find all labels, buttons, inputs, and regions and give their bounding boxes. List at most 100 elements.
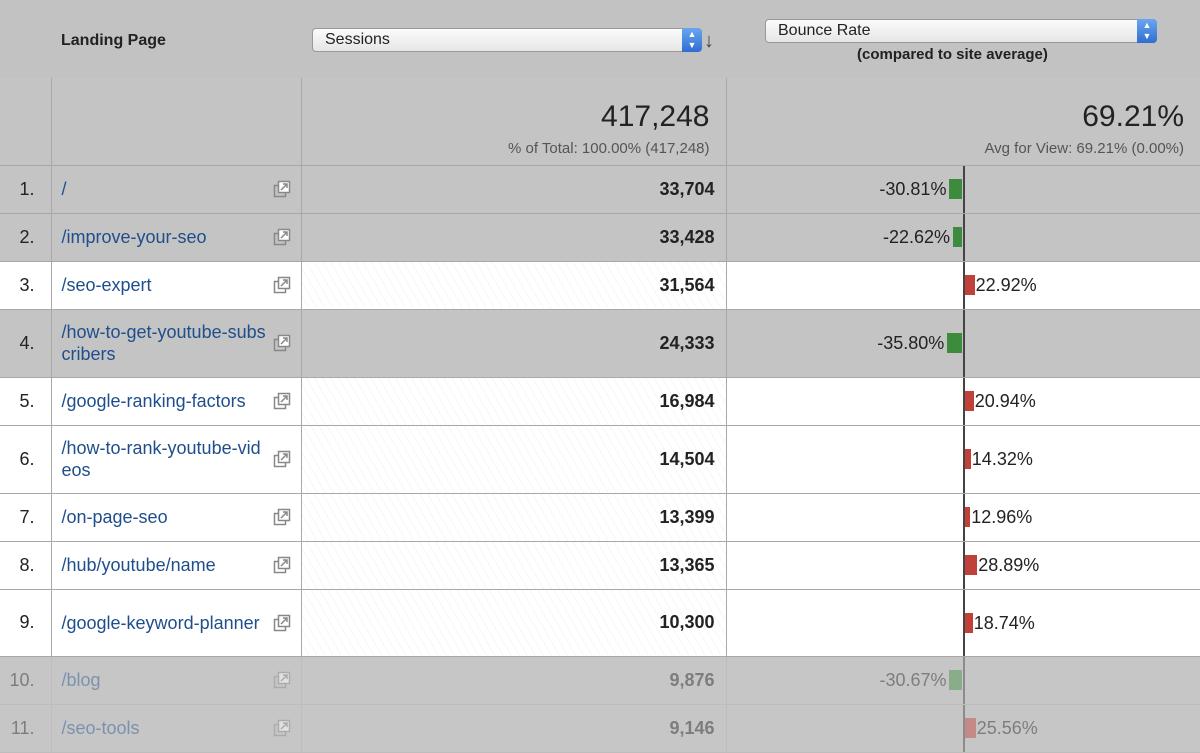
sessions-value: 9,876 [301, 656, 727, 705]
landing-page-link[interactable]: /how-to-get-youtube-subscribers [61, 322, 266, 364]
bounce-rate-delta: 22.92% [975, 275, 1037, 295]
comparison-axis [962, 493, 965, 541]
sessions-metric-select-value: Sessions [325, 31, 390, 48]
open-external-icon[interactable] [273, 392, 291, 410]
row-index: 7. [0, 493, 52, 542]
sessions-value: 24,333 [301, 309, 727, 378]
landing-page-link[interactable]: /seo-expert [61, 275, 152, 295]
comparison-axis [962, 425, 965, 493]
row-index: 8. [0, 541, 52, 590]
row-index: 9. [0, 589, 52, 657]
landing-page-cell: /seo-expert [51, 261, 302, 310]
open-external-icon[interactable] [273, 614, 291, 632]
open-external-icon[interactable] [273, 556, 291, 574]
sessions-metric-select[interactable]: Sessions ▲ ▼ [312, 28, 702, 52]
sessions-value: 33,428 [301, 213, 727, 262]
bounce-rate-bar [964, 507, 971, 527]
row-index: 11. [0, 704, 52, 753]
sessions-value: 33,704 [301, 165, 727, 214]
bounce-rate-cell: 22.92% [726, 261, 1200, 310]
bounce-rate-cell: -30.67% [726, 656, 1200, 705]
comparison-axis [962, 589, 965, 656]
landing-page-cell: /google-keyword-planner [51, 589, 302, 657]
bounce-rate-delta: -30.81% [879, 179, 947, 199]
bounce-rate-delta: 25.56% [976, 718, 1038, 738]
open-external-icon[interactable] [273, 671, 291, 689]
bounce-rate-bar [964, 275, 975, 295]
landing-page-table: 417,248 % of Total: 100.00% (417,248) 69… [0, 78, 1200, 753]
comparison-axis [962, 165, 965, 213]
bounce-rate-total: 69.21% [1082, 99, 1184, 133]
landing-page-link[interactable]: /improve-your-seo [61, 227, 207, 247]
landing-page-link[interactable]: / [61, 179, 67, 199]
comparison-axis [962, 541, 965, 589]
comparison-axis [962, 377, 965, 425]
sessions-value: 10,300 [301, 589, 727, 657]
landing-page-link[interactable]: /hub/youtube/name [61, 555, 216, 575]
open-external-icon[interactable] [273, 719, 291, 737]
bounce-rate-cell: 28.89% [726, 541, 1200, 590]
totals-index-cell [0, 78, 52, 166]
table-row: 10. /blog 9,876 -30.67% [0, 656, 1200, 705]
landing-page-cell: /google-ranking-factors [51, 377, 302, 426]
landing-page-link[interactable]: /google-ranking-factors [61, 391, 246, 411]
landing-page-link[interactable]: /google-keyword-planner [61, 612, 260, 633]
open-external-icon[interactable] [273, 228, 291, 246]
row-index: 4. [0, 309, 52, 378]
table-row: 1. / 33,704 -30.81% [0, 165, 1200, 214]
landing-page-cell: /how-to-rank-youtube-videos [51, 425, 302, 494]
bounce-rate-bar [964, 449, 971, 469]
bounce-rate-cell: 14.32% [726, 425, 1200, 494]
sessions-value: 13,399 [301, 493, 727, 542]
bounce-rate-metric-select-value: Bounce Rate [778, 22, 871, 39]
bounce-rate-delta: 18.74% [973, 612, 1035, 633]
open-external-icon[interactable] [273, 180, 291, 198]
bounce-rate-metric-select[interactable]: Bounce Rate ▲ ▼ [765, 19, 1157, 43]
bounce-rate-bar [964, 612, 973, 633]
table-row: 6./how-to-rank-youtube-videos 14,504 14.32… [0, 425, 1200, 494]
bounce-rate-delta: 28.89% [978, 555, 1040, 575]
row-index: 2. [0, 213, 52, 262]
landing-page-cell: /hub/youtube/name [51, 541, 302, 590]
table-row: 4./how-to-get-youtube-subscribers 24,333 -… [0, 309, 1200, 378]
open-external-icon[interactable] [273, 508, 291, 526]
sessions-value: 31,564 [301, 261, 727, 310]
bounce-rate-bar [952, 227, 963, 247]
sort-descending-icon[interactable]: ↓ [704, 30, 714, 52]
landing-page-cell: /improve-your-seo [51, 213, 302, 262]
bounce-rate-cell: 18.74% [726, 589, 1200, 657]
open-external-icon[interactable] [273, 334, 291, 352]
bounce-rate-delta: 20.94% [974, 391, 1036, 411]
table-row: 2. /improve-your-seo 33,428 -22.62% [0, 213, 1200, 262]
bounce-rate-delta: 14.32% [971, 449, 1033, 469]
bounce-total-cell: 69.21% Avg for View: 69.21% (0.00%) [726, 78, 1200, 166]
bounce-rate-bar [964, 718, 976, 738]
comparison-label: (compared to site average) [857, 46, 1048, 63]
bounce-rate-delta: -35.80% [877, 333, 945, 353]
landing-page-column-header[interactable]: Landing Page [61, 32, 166, 49]
open-external-icon[interactable] [273, 450, 291, 468]
comparison-axis [962, 309, 965, 377]
bounce-rate-bar [946, 333, 963, 353]
bounce-rate-cell: -35.80% [726, 309, 1200, 378]
table-row: 7. /on-page-seo 13,399 12.96% [0, 493, 1200, 542]
comparison-axis [962, 261, 965, 309]
bounce-rate-bar [949, 670, 963, 690]
totals-row: 417,248 % of Total: 100.00% (417,248) 69… [0, 78, 1200, 166]
landing-page-link[interactable]: /how-to-rank-youtube-videos [61, 438, 261, 480]
landing-page-cell: /seo-tools [51, 704, 302, 753]
landing-page-cell: /on-page-seo [51, 493, 302, 542]
landing-page-link[interactable]: /blog [61, 670, 101, 690]
table-row: 3. /seo-expert 31,564 22.92% [0, 261, 1200, 310]
comparison-axis [962, 656, 965, 704]
table-header-bar: Landing Page Sessions ▲ ▼ ↓ Bounce Rate ▲… [0, 0, 1200, 78]
landing-page-cell: /how-to-get-youtube-subscribers [51, 309, 302, 378]
row-index: 10. [0, 656, 52, 705]
landing-page-link[interactable]: /on-page-seo [61, 507, 168, 527]
bounce-rate-cell: -22.62% [726, 213, 1200, 262]
bounce-rate-avg-sub: Avg for View: 69.21% (0.00%) [984, 139, 1184, 157]
landing-page-cell: /blog [51, 656, 302, 705]
bounce-rate-bar [964, 555, 978, 575]
open-external-icon[interactable] [273, 276, 291, 294]
landing-page-link[interactable]: /seo-tools [61, 718, 140, 738]
